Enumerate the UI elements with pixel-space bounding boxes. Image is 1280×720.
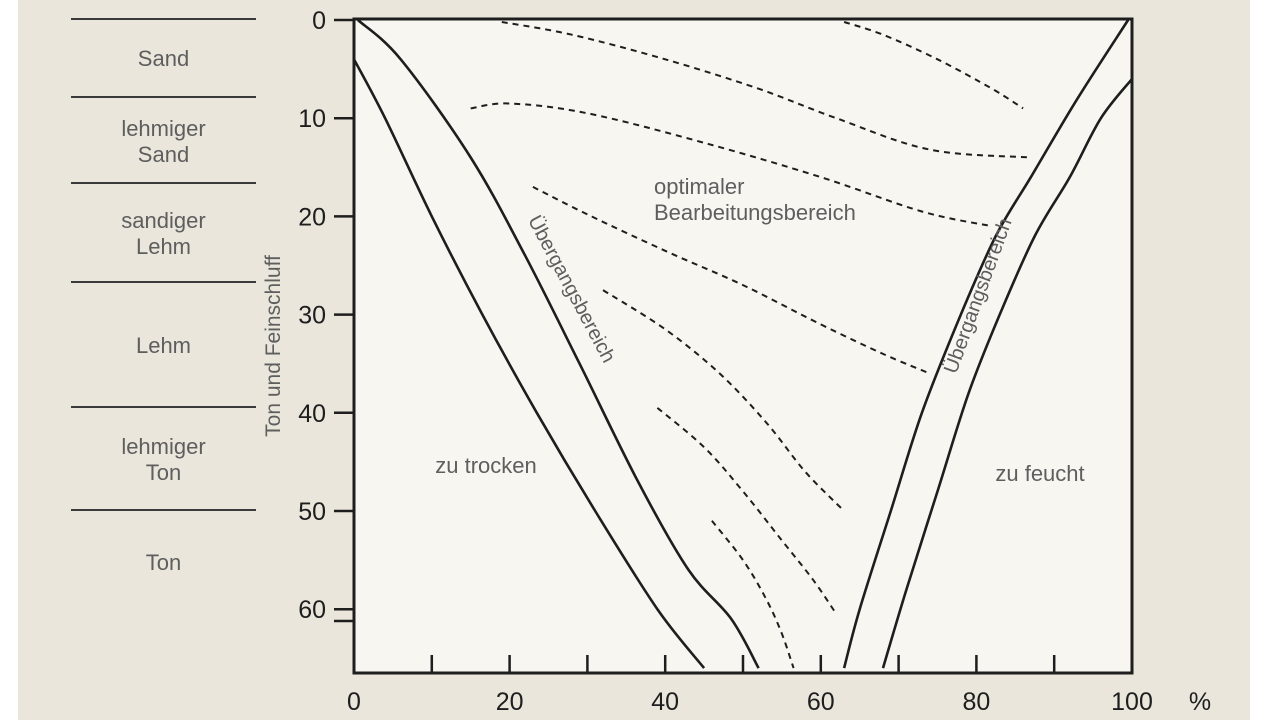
y-tick-label-40: 40 bbox=[298, 400, 326, 428]
soil-label-ton: Ton bbox=[145, 550, 182, 575]
soil-divider bbox=[71, 406, 256, 408]
soil-label-lehm: Lehm bbox=[135, 333, 192, 358]
y-tick-label-0: 0 bbox=[312, 7, 326, 35]
soil-label-lehmiger-ton: lehmiger Ton bbox=[121, 434, 206, 485]
y-tick-label-60: 60 bbox=[298, 596, 326, 624]
boundary-curve-4 bbox=[881, 78, 1132, 669]
y-tick-label-50: 50 bbox=[298, 498, 326, 526]
x-tick-label-60: 60 bbox=[807, 688, 835, 716]
boundary-curve-1 bbox=[354, 58, 706, 669]
y-tick-label-20: 20 bbox=[298, 203, 326, 231]
y-axis-label: Ton und Feinschluff bbox=[262, 255, 285, 437]
annotation-optimaler: optimaler bbox=[654, 174, 744, 199]
x-tick-label-100: 100 bbox=[1111, 688, 1153, 716]
x-axis-unit-label: % bbox=[1189, 688, 1211, 716]
soil-divider bbox=[71, 96, 256, 98]
y-tick-label-10: 10 bbox=[298, 105, 326, 133]
x-tick-label-20: 20 bbox=[496, 688, 524, 716]
annotation-zu-feucht: zu feucht bbox=[995, 461, 1084, 486]
soil-divider bbox=[71, 18, 256, 20]
dashed-line-6 bbox=[656, 407, 838, 615]
y-tick-label-30: 30 bbox=[298, 302, 326, 330]
soil-divider bbox=[71, 281, 256, 283]
soil-label-lehmiger-sand: lehmiger Sand bbox=[121, 116, 206, 167]
ticks-layer: 0 10 20 30 40 50 60 0 20 40 60 80 100 bbox=[298, 7, 1153, 716]
dashed-line-7 bbox=[711, 520, 795, 669]
plot-area bbox=[354, 19, 1132, 673]
curves-layer bbox=[354, 19, 1132, 669]
soil-divider bbox=[71, 509, 256, 511]
x-tick-label-0: 0 bbox=[347, 688, 361, 716]
dashed-line-4 bbox=[532, 186, 931, 375]
annotation-zu-trocken: zu trocken bbox=[435, 453, 537, 478]
x-tick-label-40: 40 bbox=[651, 688, 679, 716]
annotation-bearbeitungsbereich: Bearbeitungsbereich bbox=[654, 200, 856, 225]
boundary-curve-2 bbox=[357, 19, 760, 669]
x-tick-label-80: 80 bbox=[962, 688, 990, 716]
soil-label-sand: Sand bbox=[137, 46, 190, 71]
soil-label-sandiger-lehm: sandiger Lehm bbox=[121, 208, 206, 259]
dashed-line-5 bbox=[602, 289, 845, 512]
dashed-line-1 bbox=[501, 21, 1031, 159]
dashed-line-2 bbox=[843, 21, 1024, 110]
boundary-curve-3 bbox=[842, 19, 1130, 669]
soil-divider bbox=[71, 182, 256, 184]
dashed-line-3 bbox=[470, 102, 993, 228]
